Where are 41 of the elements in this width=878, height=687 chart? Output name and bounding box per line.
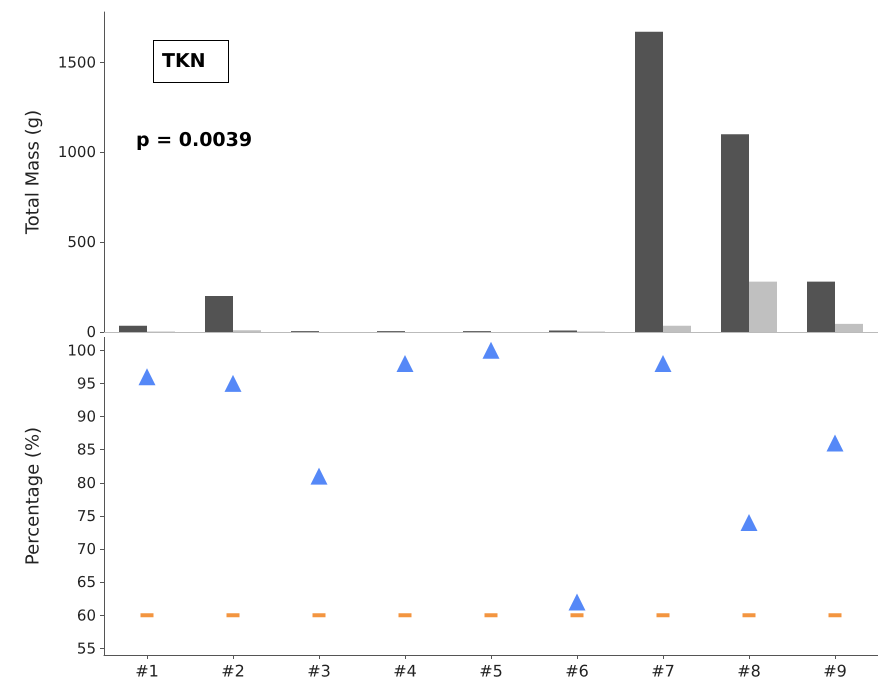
y-tick-label: 80 bbox=[76, 474, 96, 492]
x-tick-label: #1 bbox=[135, 662, 159, 680]
bar bbox=[807, 282, 835, 332]
point bbox=[138, 368, 156, 386]
y-tick-label: 60 bbox=[76, 606, 96, 624]
point bbox=[826, 434, 844, 452]
point bbox=[224, 374, 242, 392]
annotation: TKN bbox=[153, 40, 229, 83]
y-tick-label: 55 bbox=[76, 639, 96, 658]
x-tick-label: #9 bbox=[823, 662, 847, 680]
y-tick-label: 95 bbox=[76, 374, 96, 392]
x-tick-label: #3 bbox=[307, 662, 331, 680]
y-axis-title: Percentage (%) bbox=[22, 426, 44, 566]
y-axis-title: Total Mass (g) bbox=[22, 110, 44, 236]
y-tick-label: 0 bbox=[86, 323, 96, 341]
x-tick-label: #8 bbox=[737, 662, 761, 680]
bar bbox=[119, 326, 147, 332]
y-tick-label: 100 bbox=[67, 341, 96, 360]
x-tick-label: #6 bbox=[565, 662, 589, 680]
y-tick-label: 75 bbox=[76, 506, 96, 525]
x-tick-label: #5 bbox=[479, 662, 503, 680]
bar bbox=[635, 32, 663, 332]
bar bbox=[721, 134, 749, 332]
point bbox=[482, 342, 500, 359]
x-tick-label: #7 bbox=[651, 662, 675, 680]
y-tick-label: 1000 bbox=[58, 143, 96, 162]
y-tick-label: 90 bbox=[76, 408, 96, 426]
y-tick-label: 65 bbox=[76, 573, 96, 592]
point bbox=[310, 468, 328, 485]
point bbox=[740, 514, 758, 531]
x-tick-label: #2 bbox=[221, 662, 245, 680]
y-tick-label: 70 bbox=[76, 540, 96, 558]
point bbox=[654, 355, 672, 372]
y-tick-label: 500 bbox=[67, 233, 96, 252]
point bbox=[568, 594, 586, 610]
y-tick-label: 1500 bbox=[58, 53, 96, 72]
point bbox=[396, 355, 414, 372]
x-tick-label: #4 bbox=[393, 662, 417, 680]
annotation: p = 0.0039 bbox=[136, 129, 252, 151]
bar bbox=[205, 296, 233, 332]
y-tick-label: 85 bbox=[76, 440, 96, 459]
